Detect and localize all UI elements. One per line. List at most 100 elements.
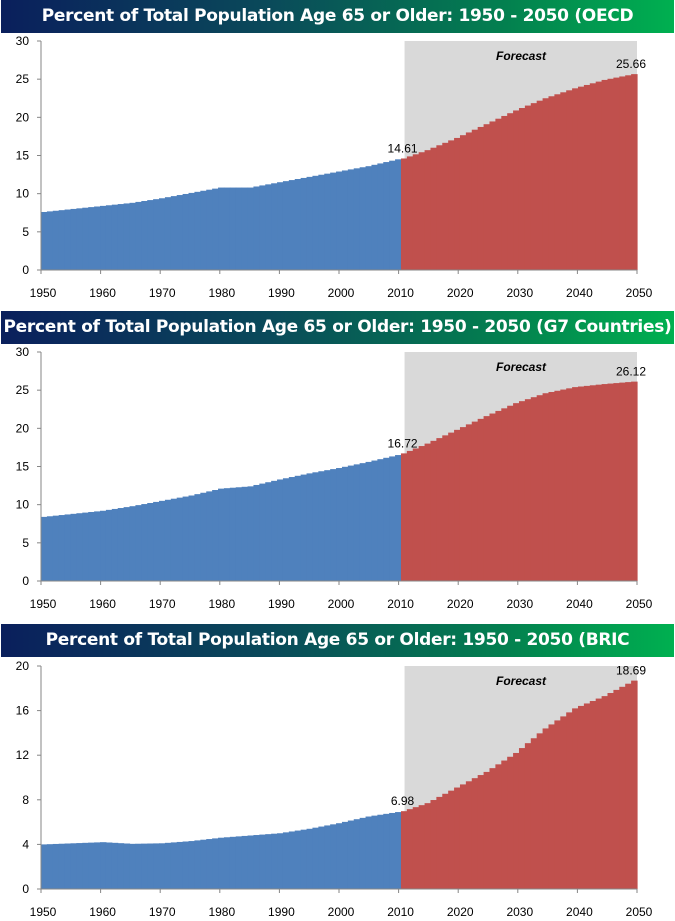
data-label: 18.69 (616, 664, 646, 678)
forecast-bar (595, 384, 603, 581)
forecast-bar (524, 105, 532, 270)
y-tick-label: 20 (16, 110, 30, 124)
historical-bar (182, 841, 190, 889)
forecast-bar (501, 408, 508, 581)
forecast-bar (566, 90, 573, 270)
x-tick-label: 2040 (566, 286, 593, 300)
historical-bar (111, 508, 119, 581)
historical-bar (341, 821, 349, 889)
historical-bar (389, 456, 396, 581)
historical-bar (41, 211, 48, 270)
forecast-bar (489, 121, 496, 271)
historical-bar (229, 187, 237, 270)
forecast-bar (430, 147, 437, 270)
historical-bar (383, 457, 390, 581)
forecast-bar (436, 145, 443, 270)
forecast-bar (530, 397, 538, 581)
x-tick-label: 1960 (89, 905, 116, 919)
plot: 0 5 10 15 20 25 30 1950 1960 1970 1980 1990 2000 2010… (16, 34, 653, 300)
historical-bar (135, 505, 142, 581)
forecast-bar (577, 386, 585, 581)
forecast-bar (613, 383, 620, 581)
historical-bar (253, 835, 260, 889)
historical-bar (277, 833, 284, 889)
x-tick-label: 2040 (566, 905, 593, 919)
historical-bar (100, 510, 107, 581)
historical-bar (188, 192, 196, 270)
x-tick-label: 1980 (208, 286, 235, 300)
historical-bar (383, 813, 390, 889)
forecast-bar (607, 78, 614, 270)
historical-bar (200, 492, 207, 581)
forecast-bar (465, 781, 473, 889)
historical-bar (212, 490, 219, 581)
historical-bar (153, 501, 160, 581)
plot: 0 4 8 12 16 20 1950 1960 1970 1980 1990 2000 2010 202… (16, 659, 653, 919)
forecast-bar (619, 382, 626, 581)
historical-bar (365, 816, 373, 889)
forecast-bar (507, 113, 514, 270)
historical-bar (129, 202, 137, 270)
historical-bar (347, 820, 355, 889)
y-tick-label: 0 (22, 882, 29, 896)
forecast-bar (577, 705, 585, 889)
historical-bar (318, 826, 325, 889)
forecast-bar (495, 118, 502, 270)
historical-bar (294, 830, 302, 889)
forecast-bar (589, 701, 597, 889)
historical-bar (164, 842, 172, 889)
historical-bar (377, 459, 384, 581)
historical-bar (241, 835, 249, 889)
forecast-bar (548, 724, 555, 889)
x-tick-label: 2000 (328, 905, 355, 919)
historical-bar (135, 843, 142, 889)
forecast-bar (483, 416, 491, 581)
y-tick-label: 5 (22, 536, 29, 550)
historical-bar (271, 480, 278, 581)
historical-bar (194, 191, 201, 270)
forecast-bar (507, 405, 514, 581)
historical-bar (76, 843, 83, 889)
historical-bar (318, 471, 325, 581)
historical-bar (52, 843, 60, 889)
x-tick-label: 1990 (268, 286, 295, 300)
forecast-bar (406, 809, 414, 889)
forecast-bar (424, 443, 432, 581)
forecast-bar (554, 94, 561, 270)
forecast-bar (442, 435, 449, 581)
historical-bar (111, 842, 119, 889)
y-tick-label: 20 (16, 421, 30, 435)
forecast-bar (554, 720, 561, 889)
forecast-bar (548, 96, 555, 270)
x-tick-label: 2030 (506, 597, 533, 611)
forecast-bar (619, 76, 626, 270)
forecast-bar (454, 137, 461, 270)
forecast-bar (495, 764, 502, 889)
x-tick-label: 1970 (149, 597, 176, 611)
forecast-bar (619, 686, 626, 889)
historical-bar (300, 474, 308, 581)
x-tick-label: 2030 (506, 286, 533, 300)
historical-bar (353, 819, 361, 889)
forecast-bar (477, 775, 485, 889)
historical-bar (395, 812, 402, 889)
historical-bar (94, 842, 101, 889)
forecast-bar (483, 124, 491, 270)
historical-bar (182, 193, 190, 270)
y-tick-label: 25 (16, 72, 30, 86)
forecast-bar (465, 132, 473, 270)
historical-bar (70, 843, 78, 889)
data-label: 14.61 (388, 141, 418, 155)
historical-bar (123, 843, 131, 889)
historical-bar (135, 201, 142, 270)
x-tick-label: 1950 (30, 597, 57, 611)
forecast-bar (601, 79, 609, 271)
y-tick-label: 12 (16, 748, 30, 762)
historical-bar (389, 812, 396, 889)
historical-bar (288, 180, 296, 270)
historical-bar (153, 199, 160, 270)
forecast-bar (454, 787, 461, 889)
historical-bar (147, 843, 154, 889)
historical-bar (164, 499, 172, 581)
historical-bar (218, 837, 225, 889)
